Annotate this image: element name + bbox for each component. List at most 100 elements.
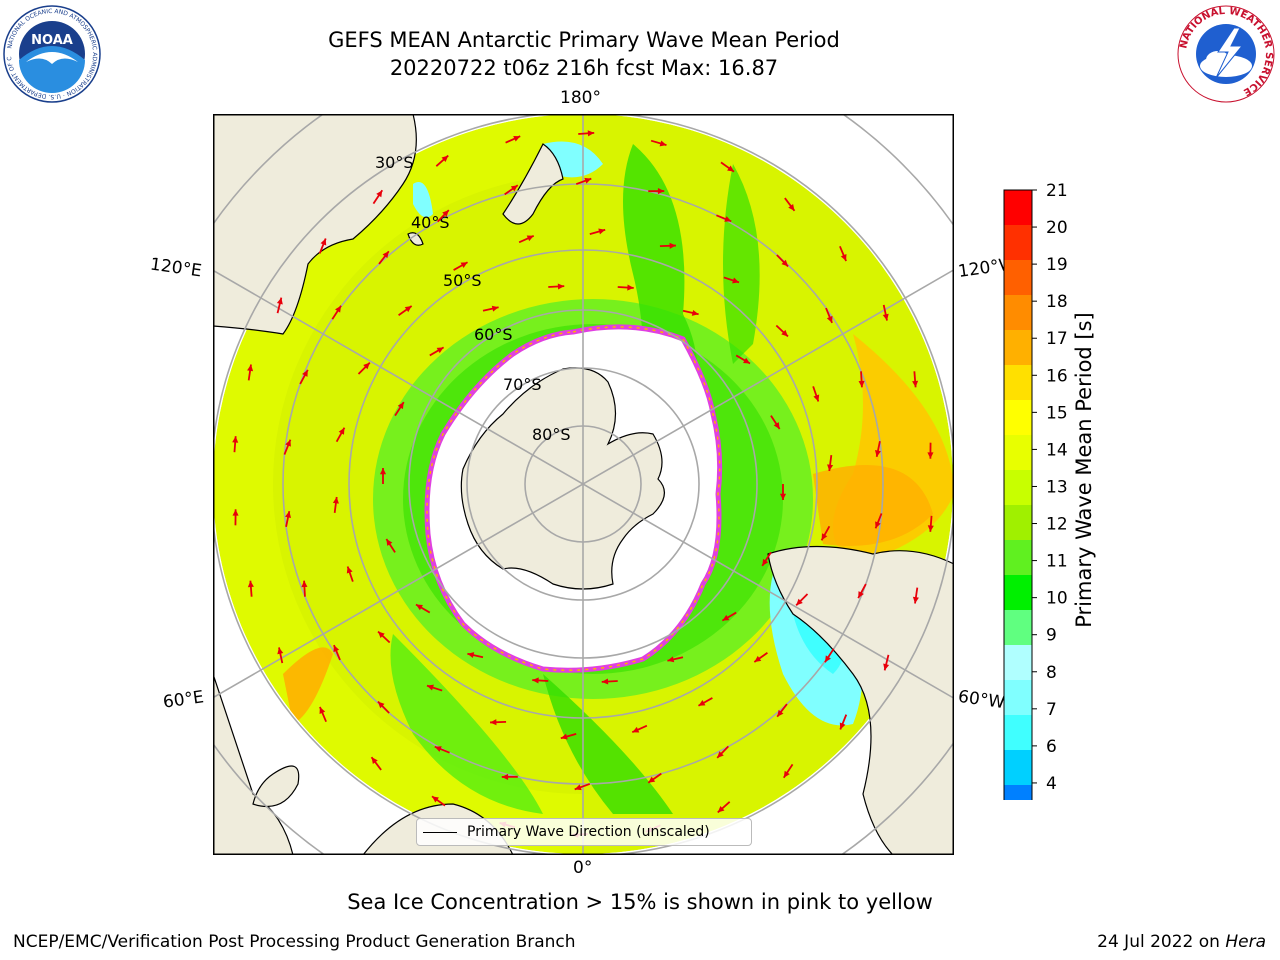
wave-arrow-head <box>397 402 404 410</box>
wave-arrow-head <box>386 538 393 546</box>
colorbar-tick-label: 10 <box>1046 589 1068 609</box>
colorbar-segment <box>1004 785 1032 820</box>
wave-arrow-head <box>912 380 919 388</box>
wave-arrow-head <box>460 262 468 268</box>
wave-arrow-head <box>557 283 565 290</box>
wave-arrow-head <box>827 464 834 472</box>
chart-title: GEFS MEAN Antarctic Primary Wave Mean Pe… <box>328 28 840 52</box>
wave-arrow-head <box>691 309 699 316</box>
colorbar-tick-label: 20 <box>1046 218 1068 238</box>
wave-arrow-head <box>754 655 762 663</box>
noaa-logo: NATIONAL OCEANIC AND ATMOSPHERIC ADMINIS… <box>0 0 102 104</box>
colorbar-tick-label: 21 <box>1046 181 1068 201</box>
wave-arrow-head <box>332 496 339 504</box>
wave-arrow-head <box>781 329 788 337</box>
wave-arrow-head <box>779 493 787 500</box>
colorbar-tick-label: 19 <box>1046 255 1068 275</box>
wave-arrow-head <box>858 380 865 388</box>
wave-arrow-head <box>722 614 730 621</box>
colorbar-tick-label: 14 <box>1046 440 1068 460</box>
nws-logo: NATIONAL WEATHER SERVICE <box>1176 4 1276 104</box>
wave-arrow-head <box>434 746 442 752</box>
wave-arrow-head <box>277 647 284 655</box>
wave-arrow-head <box>404 305 412 313</box>
credit-date: 24 Jul 2022 on <box>1097 932 1220 952</box>
wave-arrow-head <box>319 706 326 714</box>
colorbar: 246789101112131415161718192021 <box>996 180 1116 852</box>
lat-label-70s: 70°S <box>503 375 542 394</box>
colorbar-tick-label: 9 <box>1046 626 1057 646</box>
sea-ice-note: Sea Ice Concentration > 15% is shown in … <box>347 890 933 914</box>
colorbar-tick-label: 4 <box>1046 774 1057 794</box>
wave-arrow-head <box>781 259 789 267</box>
wave-arrow-head <box>491 305 499 312</box>
wave-arrow-head <box>363 362 370 370</box>
colorbar-segment <box>1004 400 1032 435</box>
wave-arrow-head <box>378 631 385 639</box>
wave-arrow-head <box>773 422 780 430</box>
wave-arrow-head <box>584 177 592 184</box>
lat-label-80s: 80°S <box>532 425 571 444</box>
lon-label-60e: 60°E <box>161 687 206 713</box>
wave-arrow-head <box>232 436 239 443</box>
wave-arrow-head <box>874 450 881 457</box>
colorbar-segment <box>1004 295 1032 330</box>
wave-arrow-head <box>648 776 656 783</box>
latitude-labels: 30°S 40°S 50°S 60°S 70°S 80°S <box>375 153 571 444</box>
wave-arrow-head <box>777 709 784 717</box>
wave-arrow-head <box>717 751 724 758</box>
colorbar-segment <box>1004 575 1032 610</box>
wave-arrow-head <box>783 770 790 778</box>
wave-arrow-head <box>513 135 521 142</box>
wave-arrow-head <box>724 216 732 222</box>
legend-label: Primary Wave Direction (unscaled) <box>467 824 710 840</box>
colorbar-segment <box>1004 715 1032 750</box>
lon-label-0: 0° <box>573 858 593 878</box>
wave-arrow-head <box>432 796 439 803</box>
wave-arrow-head <box>382 251 389 259</box>
colorbar-segment <box>1004 470 1032 505</box>
polar-map: 30°S 40°S 50°S 60°S 70°S 80°S <box>213 114 954 855</box>
wave-arrow-head <box>560 733 568 740</box>
wave-arrow-head <box>442 210 449 217</box>
wave-arrow-head <box>247 364 254 372</box>
wave-arrow-head <box>276 297 283 305</box>
colorbar-segment <box>1004 680 1032 715</box>
credit-left: NCEP/EMC/Verification Post Processing Pr… <box>13 932 576 952</box>
colorbar-tick-label: 17 <box>1046 329 1068 349</box>
colorbar-tick-label: 8 <box>1046 663 1057 683</box>
wave-arrow-head <box>927 525 934 532</box>
wave-arrow-head <box>371 757 378 765</box>
wave-arrow-head <box>379 468 387 475</box>
wave-arrow-head <box>882 313 889 321</box>
wave-direction-arrows <box>232 130 934 838</box>
lat-label-30s: 30°S <box>375 153 414 172</box>
wave-arrow-head <box>824 655 831 663</box>
colorbar-tick-label: 11 <box>1046 552 1068 572</box>
colorbar-segment <box>1004 260 1032 295</box>
wave-arrow-head <box>426 684 434 691</box>
wave-arrow-head <box>415 604 423 611</box>
lon-label-180: 180° <box>560 88 601 108</box>
wave-arrow-head <box>698 700 706 706</box>
wave-arrow-head <box>826 315 833 323</box>
wave-arrow-head <box>659 140 667 147</box>
wave-arrow-head <box>346 566 353 574</box>
wave-arrow-head <box>526 235 534 242</box>
wave-arrow-head <box>301 580 308 588</box>
wave-arrow-head <box>510 185 518 192</box>
colorbar-segment <box>1004 330 1032 365</box>
wave-arrow-head <box>717 805 725 813</box>
noaa-logo-text: NOAA <box>31 33 73 48</box>
wave-arrow-head <box>338 427 345 435</box>
wave-arrow-head <box>598 228 606 235</box>
wave-arrow-head <box>762 558 769 566</box>
lat-label-60s: 60°S <box>474 325 513 344</box>
wave-arrow-head <box>302 369 308 377</box>
wave-arrow-head <box>285 439 291 447</box>
wave-arrow-head <box>320 238 327 246</box>
lon-label-120e: 120°E <box>148 254 203 282</box>
map-border <box>213 114 954 855</box>
wave-arrow-head <box>285 511 292 518</box>
wave-arrow-head <box>669 242 676 249</box>
